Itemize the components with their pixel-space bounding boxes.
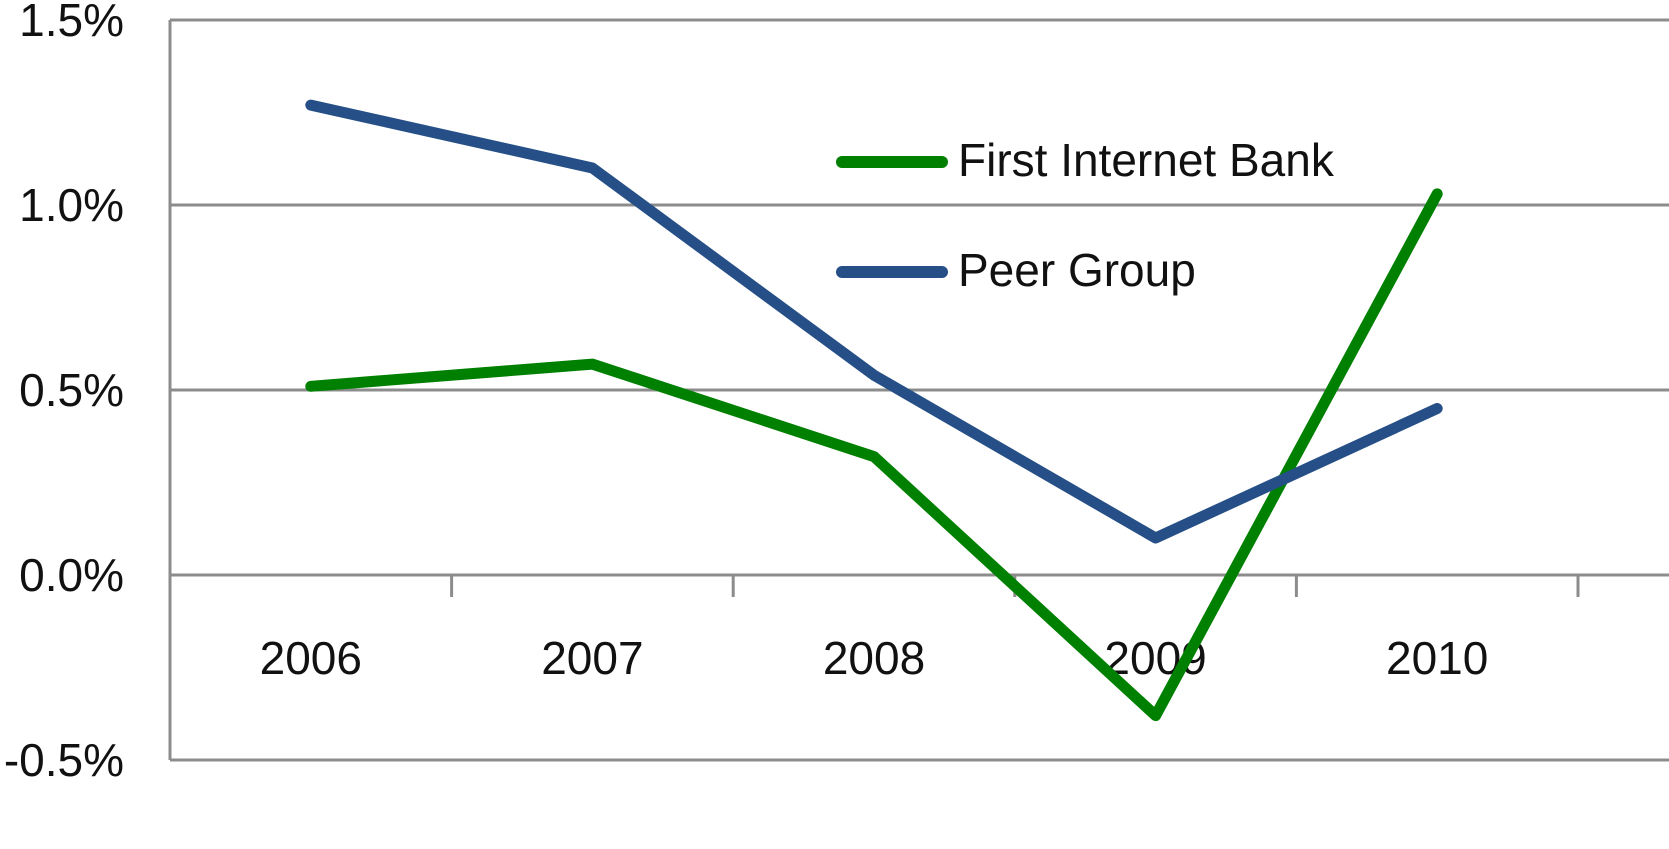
y-tick-label: 1.0% [19, 179, 124, 231]
x-tick-label: 2008 [823, 632, 925, 684]
x-tick-label: 2007 [541, 632, 643, 684]
data-line [305, 99, 1443, 544]
x-tick-label: 2006 [260, 632, 362, 684]
legend-label: Peer Group [958, 244, 1196, 296]
legend-label: First Internet Bank [958, 134, 1335, 186]
x-tick-label: 2010 [1386, 632, 1488, 684]
y-tick-label: 1.5% [19, 0, 124, 46]
y-tick-label: -0.5% [4, 734, 124, 786]
y-tick-label: 0.0% [19, 549, 124, 601]
y-tick-label: 0.5% [19, 364, 124, 416]
data-line [305, 188, 1443, 722]
